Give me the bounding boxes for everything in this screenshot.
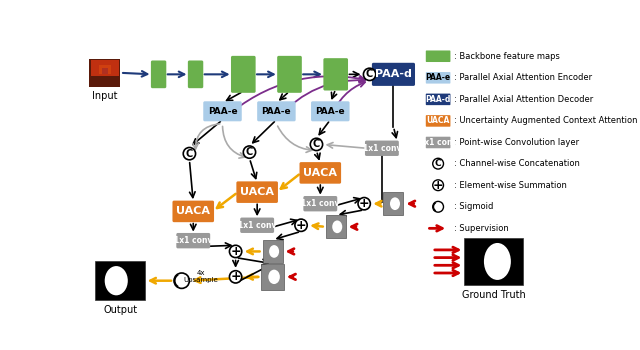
FancyBboxPatch shape bbox=[172, 201, 214, 222]
Text: +: + bbox=[230, 245, 241, 258]
Text: +: + bbox=[296, 219, 307, 232]
Text: : Channel-wise Concatenation: : Channel-wise Concatenation bbox=[454, 159, 579, 168]
FancyBboxPatch shape bbox=[426, 137, 451, 148]
FancyBboxPatch shape bbox=[151, 61, 166, 88]
Text: PAA-e: PAA-e bbox=[208, 107, 237, 116]
FancyBboxPatch shape bbox=[426, 93, 451, 105]
Bar bbox=[90, 59, 120, 87]
Circle shape bbox=[433, 201, 444, 212]
Circle shape bbox=[295, 219, 307, 231]
Bar bbox=[99, 65, 111, 74]
FancyBboxPatch shape bbox=[262, 240, 283, 263]
FancyBboxPatch shape bbox=[236, 181, 278, 203]
Text: C: C bbox=[313, 139, 320, 149]
FancyBboxPatch shape bbox=[372, 63, 415, 86]
FancyBboxPatch shape bbox=[326, 215, 346, 238]
Text: UACA: UACA bbox=[426, 117, 450, 125]
FancyBboxPatch shape bbox=[426, 115, 451, 127]
Text: 1x1 conv: 1x1 conv bbox=[301, 199, 340, 208]
Text: +: + bbox=[230, 270, 241, 284]
FancyBboxPatch shape bbox=[231, 56, 255, 93]
Bar bbox=[464, 238, 523, 285]
Text: 1x1 conv: 1x1 conv bbox=[419, 138, 458, 147]
FancyBboxPatch shape bbox=[204, 101, 242, 121]
Text: UACA: UACA bbox=[240, 187, 274, 197]
Text: 1x1 conv: 1x1 conv bbox=[238, 221, 276, 230]
Circle shape bbox=[310, 138, 323, 150]
FancyBboxPatch shape bbox=[426, 72, 451, 84]
Ellipse shape bbox=[105, 266, 128, 295]
Text: PAA-d: PAA-d bbox=[375, 69, 412, 79]
Text: C: C bbox=[246, 147, 253, 157]
Text: PAA-e: PAA-e bbox=[262, 107, 291, 116]
Circle shape bbox=[174, 273, 189, 288]
FancyBboxPatch shape bbox=[323, 58, 348, 91]
Ellipse shape bbox=[484, 243, 511, 280]
FancyBboxPatch shape bbox=[257, 101, 296, 121]
Ellipse shape bbox=[332, 220, 342, 233]
Text: : Uncertainty Augmented Context Attention: : Uncertainty Augmented Context Attentio… bbox=[454, 117, 637, 125]
Circle shape bbox=[364, 68, 376, 80]
Text: PAA-d: PAA-d bbox=[426, 95, 451, 104]
FancyBboxPatch shape bbox=[303, 196, 337, 211]
Text: : Sigmoid: : Sigmoid bbox=[454, 202, 493, 211]
Text: PAA-e: PAA-e bbox=[426, 73, 451, 82]
Bar bbox=[102, 68, 108, 74]
Text: : Parallel Axial Attention Decoder: : Parallel Axial Attention Decoder bbox=[454, 95, 593, 104]
Text: Ground Truth: Ground Truth bbox=[461, 290, 525, 300]
Text: Output: Output bbox=[103, 305, 137, 315]
Bar bbox=[91, 61, 118, 76]
FancyBboxPatch shape bbox=[426, 50, 451, 62]
Text: Input: Input bbox=[92, 91, 118, 100]
Text: C: C bbox=[366, 69, 373, 79]
Circle shape bbox=[183, 147, 196, 160]
FancyBboxPatch shape bbox=[176, 233, 210, 248]
Circle shape bbox=[230, 271, 242, 283]
Bar bbox=[95, 261, 145, 300]
Text: 1x1 conv: 1x1 conv bbox=[363, 144, 401, 153]
Text: PAA-e: PAA-e bbox=[316, 107, 345, 116]
Circle shape bbox=[433, 158, 444, 169]
Circle shape bbox=[358, 197, 371, 210]
Text: : Element-wise Summation: : Element-wise Summation bbox=[454, 181, 566, 190]
Text: +: + bbox=[433, 179, 444, 192]
Text: : Parallel Axial Attention Encoder: : Parallel Axial Attention Encoder bbox=[454, 73, 591, 82]
FancyBboxPatch shape bbox=[240, 218, 274, 233]
Text: : Point-wise Convolution layer: : Point-wise Convolution layer bbox=[454, 138, 579, 147]
Circle shape bbox=[433, 180, 444, 191]
Ellipse shape bbox=[269, 245, 279, 258]
FancyBboxPatch shape bbox=[383, 192, 403, 215]
Circle shape bbox=[230, 245, 242, 258]
Text: : Supervision: : Supervision bbox=[454, 224, 508, 233]
Ellipse shape bbox=[268, 270, 280, 284]
Text: C: C bbox=[186, 149, 193, 159]
FancyBboxPatch shape bbox=[261, 264, 284, 290]
Text: : Backbone feature maps: : Backbone feature maps bbox=[454, 52, 559, 61]
Circle shape bbox=[243, 146, 255, 158]
Text: UACA: UACA bbox=[303, 168, 337, 178]
Text: UACA: UACA bbox=[176, 206, 211, 216]
FancyBboxPatch shape bbox=[277, 56, 302, 93]
FancyBboxPatch shape bbox=[188, 61, 204, 88]
Ellipse shape bbox=[390, 197, 400, 210]
Text: 1x1 conv: 1x1 conv bbox=[174, 236, 212, 245]
Text: C: C bbox=[435, 159, 442, 168]
FancyBboxPatch shape bbox=[311, 101, 349, 121]
FancyBboxPatch shape bbox=[300, 162, 341, 184]
Text: 4x
Upsample: 4x Upsample bbox=[184, 270, 218, 284]
Text: +: + bbox=[359, 197, 369, 210]
FancyBboxPatch shape bbox=[365, 141, 399, 156]
